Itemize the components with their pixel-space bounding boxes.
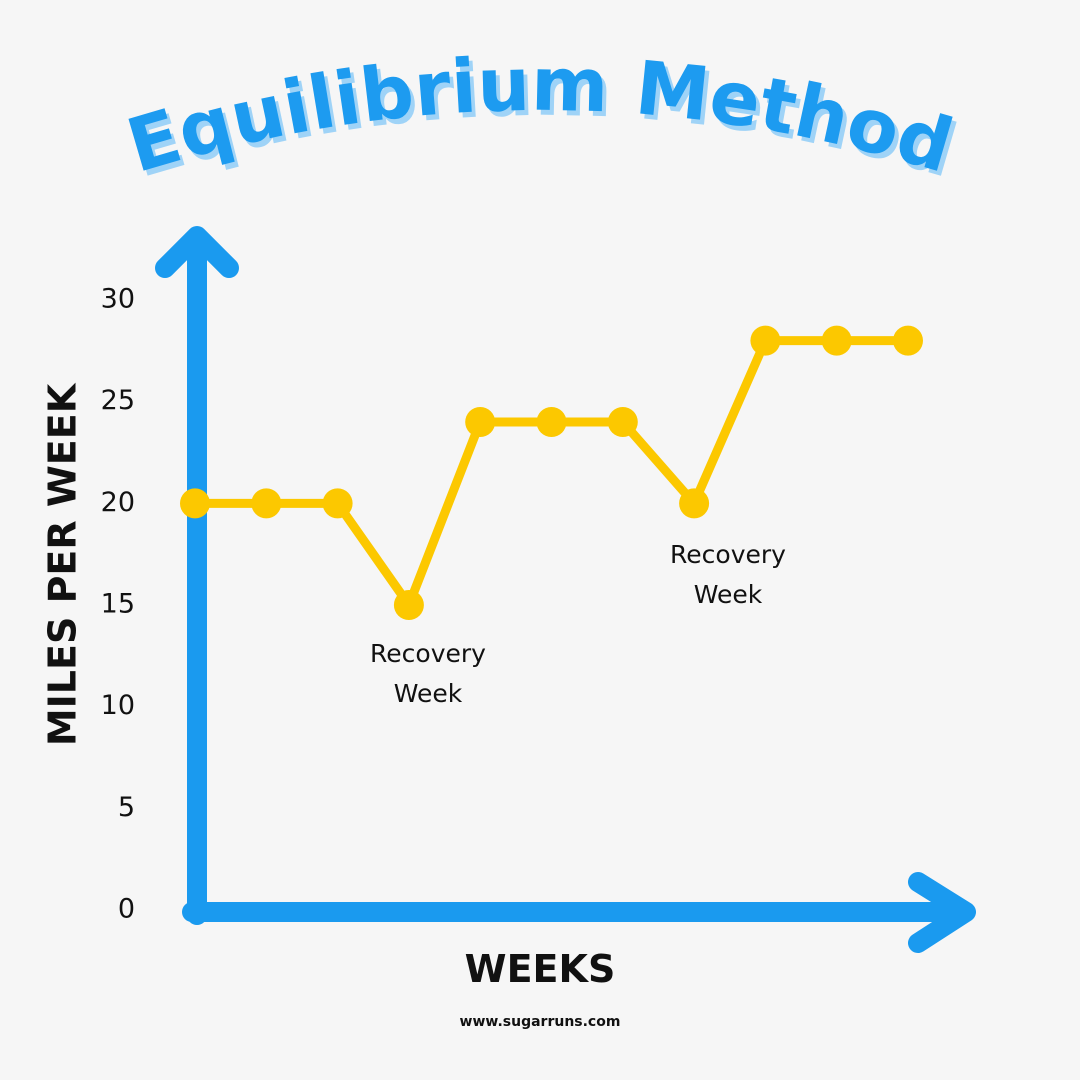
annotation-line: Week [694,580,763,609]
annotation-line: Recovery [370,639,486,668]
y-axis-label: MILES PER WEEK [41,382,85,746]
footer: www.sugarruns.com [460,1014,621,1030]
annotation-line: Recovery [670,540,786,569]
data-point [536,407,567,437]
y-tick-label: 20 [101,487,135,518]
data-point [322,488,353,519]
annotation: Recovery Week [370,639,486,708]
data-point [251,488,282,519]
data-point [393,590,424,620]
y-axis [155,226,239,925]
data-point [607,407,638,437]
annotation-line: Week [394,679,463,708]
y-tick-label: 25 [101,385,135,416]
data-point [180,488,210,519]
y-tick-label: 10 [101,690,135,721]
y-tick-label: 15 [101,589,135,620]
x-axis [182,872,976,953]
data-point [821,325,852,356]
y-tick-label: 5 [118,792,135,823]
x-axis-label: WEEKS [465,947,616,991]
annotation: Recovery Week [670,540,786,609]
data-point [750,325,781,356]
data-point [679,488,710,519]
data-point [465,407,496,437]
y-tick-label: 30 [101,284,135,315]
data-point [893,325,923,356]
y-tick-label: 0 [118,894,135,925]
